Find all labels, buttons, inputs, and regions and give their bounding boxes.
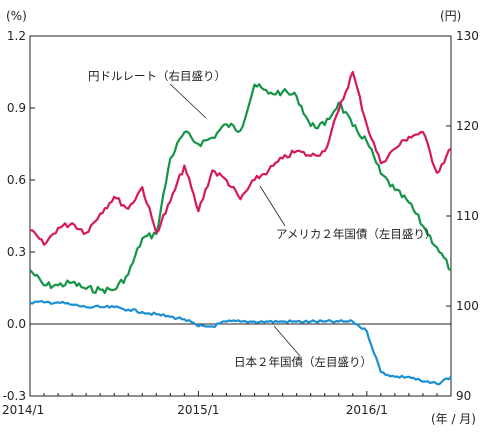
plot-frame [29,35,452,397]
right-axis-tick-label: 120 [456,119,479,133]
left-axis-tick-label: -0.3 [3,389,26,403]
series-line-1 [29,70,452,246]
annotation-leader-1 [259,185,286,227]
axes-group: 1.2 0.9 0.6 0.3 0.0 -0.3 130 120 110 100 90 2014/1 2… [2,9,479,426]
right-axis-unit: (円) [440,9,461,23]
annotation-leader-2 [273,325,301,357]
annotation-label-0: 円ドルレート（右目盛り） [88,69,226,83]
annotation-label-1: アメリカ２年国債（左目盛り） [276,227,436,241]
right-axis-tick-label: 90 [456,389,471,403]
x-axis-unit: (年 / 月) [431,412,476,426]
right-axis-tick-label: 130 [456,29,479,43]
left-axis-tick-label: 0.3 [7,245,26,259]
x-axis-tick-label: 2014/1 [2,403,44,417]
right-axis-tick-label: 100 [456,299,479,313]
series-line-0 [29,83,452,295]
series-line-2 [29,300,452,386]
left-axis-tick-label: 0.0 [7,317,26,331]
left-axis-tick-label: 1.2 [7,29,26,43]
x-axis-tick-label: 2016/1 [346,403,388,417]
series-group [29,70,452,386]
left-axis-unit: (%) [6,9,27,23]
annotations-group: 円ドルレート（右目盛り） アメリカ２年国債（左目盛り） 日本２年国債（左目盛り） [88,69,436,369]
annotation-leader-0 [169,83,207,119]
x-axis-tick-label: 2015/1 [177,403,219,417]
left-axis-tick-label: 0.9 [7,101,26,115]
annotation-label-2: 日本２年国債（左目盛り） [234,355,372,369]
left-axis-tick-label: 0.6 [7,173,26,187]
right-axis-tick-label: 110 [456,209,479,223]
